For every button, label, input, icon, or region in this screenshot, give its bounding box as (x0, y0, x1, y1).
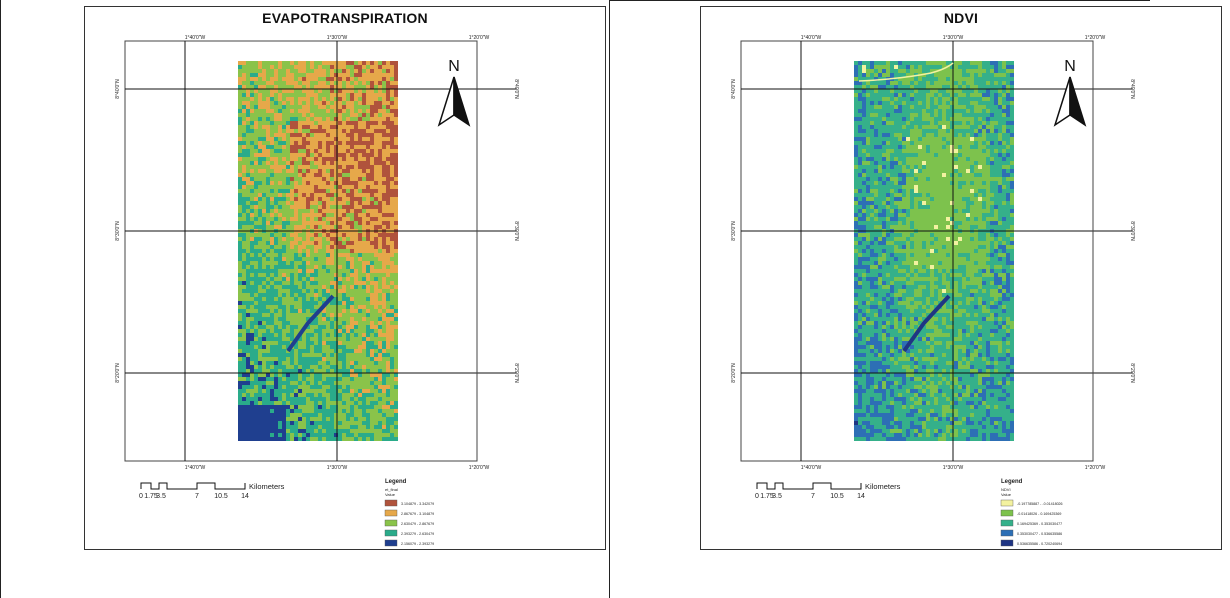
river-feature (902, 294, 951, 353)
lon-label-bottom: 1°30'0"W (327, 465, 348, 471)
scale-tick-label: 14 (241, 493, 249, 500)
scale-unit-label: Kilometers (249, 482, 285, 491)
legend-class-label: 0.353030477 - 0.536635586 (1017, 532, 1062, 536)
legend-class-label: 2.156079 - 2.393279 (401, 542, 434, 546)
scale-unit-label: Kilometers (865, 482, 901, 491)
lat-label-right: 8°20'0"N (513, 363, 519, 383)
et-map-frame: EVAPOTRANSPIRATION 1°40'0"W 1°40'0"W 1°30'… (84, 6, 606, 550)
legend-class-label: -0.01418026 - 0.169425369 (1017, 512, 1061, 516)
lat-label-right: 8°40'0"N (513, 79, 519, 99)
lat-label-left: 8°30'0"N (731, 221, 737, 241)
legend-swatch (384, 519, 398, 527)
scale-tick-label: 0 (755, 493, 759, 500)
lat-label-right: 8°40'0"N (1129, 79, 1135, 99)
lat-label-left: 8°40'0"N (115, 79, 121, 99)
ndvi-map-title: NDVI (943, 10, 979, 26)
scale-tick-label: 7 (811, 493, 815, 500)
legend-class-label: 2.393279 - 2.630479 (401, 532, 434, 536)
scale-tick-label: 0 (139, 493, 143, 500)
legend-class-label: 3.104879 - 3.342079 (401, 502, 434, 506)
lon-label-top: 1°40'0"W (801, 35, 822, 41)
legend-class-label: 0.169425369 - 0.353030477 (1017, 522, 1062, 526)
scale-tick-label: 1.75 (760, 493, 774, 500)
lon-label-bottom: 1°40'0"W (801, 465, 822, 471)
legend-title: Legend (1001, 479, 1023, 485)
legend-value-heading: Value (1001, 492, 1012, 497)
lon-label-bottom: 1°20'0"W (1085, 465, 1106, 471)
lat-label-left: 8°20'0"N (115, 363, 121, 383)
lat-label-right: 8°20'0"N (1129, 363, 1135, 383)
legend-class-label: 2.867679 - 3.104879 (401, 512, 434, 516)
top-border-line (610, 0, 1150, 1)
et-map-panel: EVAPOTRANSPIRATION 1°40'0"W 1°40'0"W 1°30'… (0, 0, 610, 598)
et-map-title: EVAPOTRANSPIRATION (262, 10, 428, 26)
ndvi-map-frame: NDVI 1°40'0"W 1°40'0"W 1°30'0"W 1°30'0"W 1°2… (700, 6, 1222, 550)
legend-layer-name: et_final (385, 487, 398, 492)
lat-label-left: 8°30'0"N (115, 221, 121, 241)
river-feature (286, 294, 335, 353)
legend-value-heading: Value (385, 492, 396, 497)
scale-bar-segments (756, 482, 862, 490)
north-arrow-label: N (1064, 58, 1076, 75)
lon-label-top: 1°40'0"W (185, 35, 206, 41)
lat-label-left: 8°40'0"N (731, 79, 737, 99)
et-map: 1°40'0"W 1°40'0"W 1°30'0"W 1°30'0"W 1°20'0"W… (115, 35, 519, 547)
ndvi-map: 1°40'0"W 1°40'0"W 1°30'0"W 1°30'0"W 1°20'0"W… (731, 35, 1135, 547)
lat-label-right: 8°30'0"N (1129, 221, 1135, 241)
legend-class-label: 2.630479 - 2.867679 (401, 522, 434, 526)
lon-label-bottom: 1°30'0"W (943, 465, 964, 471)
lat-label-left: 8°20'0"N (731, 363, 737, 383)
scale-tick-label: 3.5 (156, 493, 166, 500)
lon-label-bottom: 1°20'0"W (469, 465, 490, 471)
ndvi-map-panel: NDVI 1°40'0"W 1°40'0"W 1°30'0"W 1°30'0"W 1°2… (610, 0, 1230, 598)
north-arrow-right (453, 76, 471, 127)
lon-label-top: 1°20'0"W (469, 35, 490, 41)
north-arrow-label: N (448, 58, 460, 75)
north-arrow-right (1069, 76, 1087, 127)
raster-image (854, 61, 1014, 441)
legend-swatch (384, 539, 398, 547)
legend-swatch (384, 509, 398, 517)
scale-tick-label: 3.5 (772, 493, 782, 500)
legend-title: Legend (385, 479, 407, 485)
lon-label-top: 1°20'0"W (1085, 35, 1106, 41)
legend-layer-name: NDVI (1001, 487, 1011, 492)
legend-swatch (384, 529, 398, 537)
lon-label-top: 1°30'0"W (943, 35, 964, 41)
legend-swatch (1000, 539, 1014, 547)
legend-class-label: 0.536635586 - 0.720240694 (1017, 542, 1062, 546)
scale-tick-label: 14 (857, 493, 865, 500)
scale-tick-label: 10.5 (214, 493, 228, 500)
legend-class-label: -0.197785887 - -0.01418026 (1017, 502, 1063, 506)
scale-tick-label: 10.5 (830, 493, 844, 500)
raster-image (238, 61, 398, 441)
legend-swatch (1000, 509, 1014, 517)
legend-swatch (1000, 519, 1014, 527)
scale-tick-label: 7 (195, 493, 199, 500)
north-arrow-icon: N (437, 58, 471, 127)
boundary-line (858, 62, 954, 82)
scale-tick-label: 1.75 (144, 493, 158, 500)
north-arrow-icon: N (1053, 58, 1087, 127)
legend-swatch (1000, 499, 1014, 507)
lon-label-top: 1°30'0"W (327, 35, 348, 41)
lat-label-right: 8°30'0"N (513, 221, 519, 241)
lon-label-bottom: 1°40'0"W (185, 465, 206, 471)
legend-swatch (1000, 529, 1014, 537)
legend-swatch (384, 499, 398, 507)
scale-bar-segments (140, 482, 246, 490)
